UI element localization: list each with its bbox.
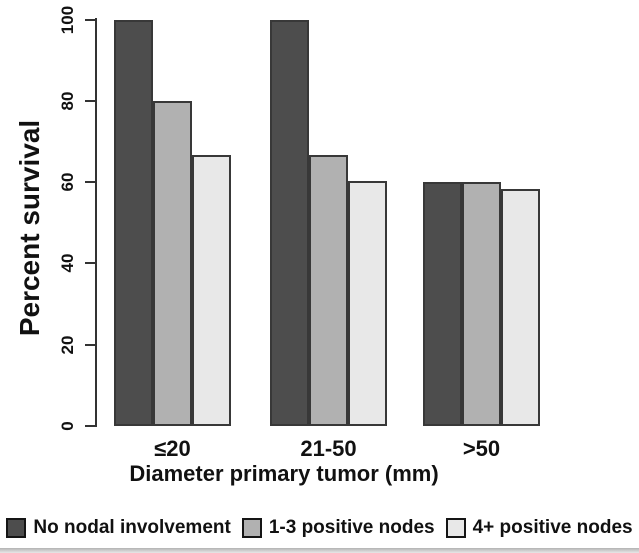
legend-swatch-icon: [445, 518, 466, 538]
x-category-label-2: 21-50: [300, 436, 357, 461]
legend-swatch-icon: [6, 518, 27, 538]
bar-4-positive-nodes-1: [192, 154, 231, 426]
y-tick-mark-40: [85, 262, 95, 265]
legend-label: 1-3 positive nodes: [268, 517, 435, 538]
bar-1-3-positive-nodes-2: [309, 154, 348, 426]
legend-swatch-icon: [241, 518, 262, 538]
y-tick-label-20: 20: [58, 335, 77, 355]
bar-1-3-positive-nodes-3: [462, 182, 501, 426]
y-tick-mark-60: [85, 181, 95, 184]
legend-item-no-nodal-involvement: No nodal involvement: [6, 517, 231, 539]
bottom-edge-artifact: [0, 548, 639, 553]
y-tick-label-80: 80: [58, 91, 77, 111]
y-tick-mark-0: [85, 425, 95, 427]
x-category-label-1: ≤20: [154, 436, 191, 461]
legend: No nodal involvement 1-3 positive nodes 4+…: [0, 517, 639, 539]
y-tick-label-0: 0: [58, 421, 77, 431]
y-tick-mark-80: [85, 99, 95, 102]
y-tick-mark-100: [85, 18, 95, 21]
bar-1-3-positive-nodes-1: [153, 100, 192, 426]
y-tick-label-60: 60: [58, 172, 77, 192]
y-tick-mark-20: [85, 343, 95, 346]
legend-item-4-positive-nodes: 4+ positive nodes: [445, 517, 633, 539]
y-tick-label-100: 100: [58, 5, 77, 34]
y-axis-title: Percent survival: [14, 119, 45, 337]
y-axis-line: [95, 18, 97, 427]
bar-4-positive-nodes-3: [501, 189, 540, 426]
legend-item-1-3-positive-nodes: 1-3 positive nodes: [241, 517, 435, 539]
bar-no-nodal-involvement-1: [114, 19, 153, 426]
bar-4-positive-nodes-2: [348, 180, 387, 426]
bar-no-nodal-involvement-2: [270, 19, 309, 426]
y-tick-label-40: 40: [58, 253, 77, 273]
bar-no-nodal-involvement-3: [423, 182, 462, 426]
x-category-label-3: >50: [462, 436, 501, 461]
legend-label: No nodal involvement: [33, 517, 231, 538]
legend-label: 4+ positive nodes: [472, 517, 633, 538]
x-axis-title: Diameter primary tumor (mm): [129, 461, 439, 486]
